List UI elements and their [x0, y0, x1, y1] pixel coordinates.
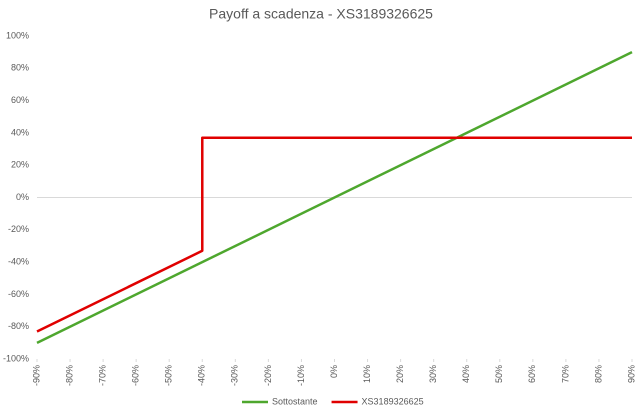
y-tick-label: 100% [6, 30, 29, 40]
series-line [36, 51, 633, 344]
x-tick-label: -40% [197, 365, 207, 386]
y-tick-label: -100% [3, 353, 29, 363]
y-tick-label: 80% [11, 63, 29, 73]
x-tick-label: -90% [31, 365, 41, 386]
y-tick-label: 0% [16, 192, 29, 202]
y-tick-label: -40% [8, 256, 29, 266]
x-tick-label: 0% [329, 365, 339, 378]
x-tick-label: 30% [428, 365, 438, 383]
x-tick-label: 60% [527, 365, 537, 383]
series-line [36, 136, 632, 333]
x-tick-label: 10% [362, 365, 372, 383]
legend-label: Sottostante [272, 396, 318, 406]
x-tick-label: 40% [461, 365, 471, 383]
x-tick-label: -70% [97, 365, 107, 386]
x-tick-label: 80% [593, 365, 603, 383]
y-tick-label: -80% [8, 321, 29, 331]
chart-title: Payoff a scadenza - XS3189326625 [209, 6, 433, 22]
x-tick-label: -80% [64, 365, 74, 386]
y-tick-label: 20% [11, 160, 29, 170]
x-tick-label: 70% [560, 365, 570, 383]
x-tick-label: -60% [131, 365, 141, 386]
x-tick-label: 50% [494, 365, 504, 383]
x-tick-label: -30% [230, 365, 240, 386]
x-tick-label: -20% [263, 365, 273, 386]
y-tick-label: -60% [8, 289, 29, 299]
x-tick-label: 20% [395, 365, 405, 383]
x-tick-label: -10% [296, 365, 306, 386]
y-tick-label: -20% [8, 224, 29, 234]
x-tick-label: -50% [164, 365, 174, 386]
y-tick-label: 60% [11, 95, 29, 105]
x-tick-label: 90% [626, 365, 636, 383]
legend-label: XS3189326625 [362, 396, 424, 406]
y-tick-label: 40% [11, 127, 29, 137]
